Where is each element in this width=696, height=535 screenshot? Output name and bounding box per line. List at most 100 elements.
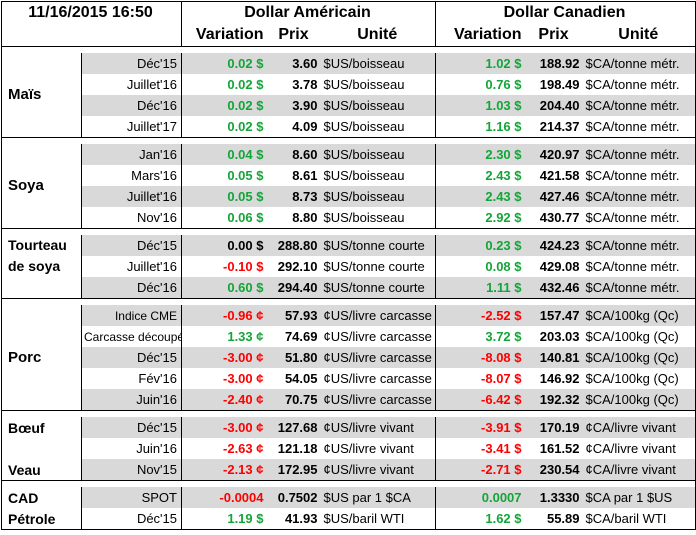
cad-price: 157.47 xyxy=(525,305,584,326)
cad-unit: ¢CA/livre vivant xyxy=(583,417,696,438)
cad-variation: -2.52 $ xyxy=(435,305,526,326)
category-label: Porc xyxy=(1,305,82,411)
usd-price-header: Prix xyxy=(267,24,322,47)
usd-variation: -2.40 ¢ xyxy=(181,389,268,411)
category-label: Tourteau de soya xyxy=(1,235,82,299)
table-row: Juin'16 -2.63 ¢ 121.18 ¢US/livre vivant -3.4… xyxy=(1,438,696,459)
usd-variation-header: Variation xyxy=(181,24,268,47)
table-row: Fév'16 -3.00 ¢ 54.05 ¢US/livre carcasse -8.0… xyxy=(2,368,696,389)
cad-variation: 3.72 $ xyxy=(485,328,522,344)
cad-variation: -6.42 $ xyxy=(435,389,526,411)
table-row: Déc'16 0.60 $294.40 $US/tonne courte 1.11 $… xyxy=(2,277,696,299)
cad-unit: $CA par 1 $US xyxy=(583,487,696,508)
period-cell: Déc'15 xyxy=(81,508,182,530)
cad-unit: $CA/100kg (Qc) xyxy=(585,370,679,386)
table-row: Carcasse découpée 1.33 ¢ 74.69 ¢US/livre ca… xyxy=(2,326,696,347)
cad-variation: -8.07 $ xyxy=(481,370,522,386)
usd-variation: -3.00 ¢ xyxy=(181,347,268,368)
usd-unit: $US/tonne courte xyxy=(321,277,437,299)
usd-price: 121.18 xyxy=(277,440,318,456)
usd-price: 8.80 xyxy=(292,209,318,225)
table-row: Juillet'16 0.02 $ 3.78 $US/boisseau 0.76 $ 19… xyxy=(2,74,696,95)
period-cell: Mars'16 xyxy=(81,165,182,186)
usd-variation: -0.96 ¢ xyxy=(181,305,268,326)
table-row: Juillet'16 0.05 $8.73 $US/boisseau 2.43 $42… xyxy=(2,186,696,207)
period-cell: Fév'16 xyxy=(81,368,182,389)
table-row: Déc'16 0.02 $3.90 $US/boisseau 1.03 $204.40… xyxy=(2,95,696,116)
usd-variation: -3.00 ¢ xyxy=(223,370,264,386)
usd-variation: 1.19 $ xyxy=(227,510,264,526)
usd-price: 51.80 xyxy=(267,347,322,368)
cad-variation: 1.02 $ xyxy=(435,53,526,74)
period-cell: Déc'15 xyxy=(81,235,182,256)
usd-price: 3.78 xyxy=(292,76,318,92)
section-separator xyxy=(1,46,696,53)
cad-price: 427.46 xyxy=(525,186,584,207)
cad-variation: 2.30 $ xyxy=(435,144,526,165)
cad-price: 140.81 xyxy=(525,347,584,368)
category-label-empty xyxy=(1,438,82,459)
cad-price: 146.92 xyxy=(539,370,580,386)
usd-variation: 0.00 $ xyxy=(181,235,268,256)
cad-price: 192.32 xyxy=(525,389,584,411)
table-row: Juin'16 -2.40 ¢ 70.75 ¢US/livre carcasse -6.… xyxy=(2,389,696,411)
cad-price: 1.3330 xyxy=(525,487,584,508)
cad-variation: -2.71 $ xyxy=(435,459,526,481)
cad-price: 188.92 xyxy=(525,53,584,74)
section-separator xyxy=(1,298,696,305)
cad-variation: 2.43 $ xyxy=(485,167,522,183)
period-cell: Carcasse découpée xyxy=(81,326,182,347)
usd-price: 172.95 xyxy=(267,459,322,481)
category-label-veau: Veau xyxy=(1,459,82,481)
cad-unit: $CA/tonne métr. xyxy=(583,277,696,299)
cad-unit: $CA/tonne métr. xyxy=(583,235,696,256)
usd-price: 54.05 xyxy=(284,370,318,386)
cad-price: 430.77 xyxy=(539,209,580,225)
usd-unit: $US par 1 $CA xyxy=(321,487,437,508)
usd-unit: ¢US/livre carcasse xyxy=(321,305,437,326)
cad-variation: 0.23 $ xyxy=(435,235,526,256)
cad-price: 424.23 xyxy=(525,235,584,256)
usd-variation: 0.02 $ xyxy=(181,53,268,74)
period-cell: Juillet'16 xyxy=(81,256,182,277)
cad-unit: ¢CA/livre vivant xyxy=(583,459,696,481)
usd-unit: $US/boisseau xyxy=(321,95,437,116)
cad-unit-header: Unité xyxy=(583,24,696,47)
cad-unit: $CA/tonne métr. xyxy=(583,53,696,74)
period-cell: Jan'16 xyxy=(81,144,182,165)
cad-unit: $CA/100kg (Qc) xyxy=(583,305,696,326)
cad-variation: 2.92 $ xyxy=(485,209,522,225)
cad-variation: -8.08 $ xyxy=(435,347,526,368)
cad-unit: $CA/tonne métr. xyxy=(583,186,696,207)
cad-unit: $CA/tonne métr. xyxy=(585,76,680,92)
period-cell: Déc'16 xyxy=(81,95,182,116)
usd-price: 292.10 xyxy=(277,258,318,274)
section-separator xyxy=(1,480,696,487)
usd-price: 57.93 xyxy=(267,305,322,326)
section-separator xyxy=(1,228,696,235)
cad-variation: 1.03 $ xyxy=(435,95,526,116)
usd-unit: $US/boisseau xyxy=(321,165,437,186)
usd-unit: $US/boisseau xyxy=(321,207,437,229)
period-cell: Juin'16 xyxy=(81,389,182,411)
usd-price: 41.93 xyxy=(284,510,318,526)
cad-unit: $CA/tonne métr. xyxy=(585,167,680,183)
cad-unit: $CA/tonne métr. xyxy=(583,144,696,165)
usd-variation: 0.06 $ xyxy=(227,209,264,225)
table-row: Porc Indice CME -0.96 ¢ 57.93 ¢US/livre carc… xyxy=(1,305,696,411)
table-row: Maïs Déc'15 0.02 $3.60 $US/boisseau 1.02 $18… xyxy=(1,53,696,138)
period-cell: Déc'15 xyxy=(81,347,182,368)
usd-unit-header: Unité xyxy=(321,24,437,47)
usd-variation: 0.02 $ xyxy=(227,118,264,134)
usd-variation: -3.00 ¢ xyxy=(181,417,268,438)
usd-unit: ¢US/livre carcasse xyxy=(321,368,437,389)
table-row: Veau Nov'15 -2.13 ¢ 172.95 ¢US/livre vivant -… xyxy=(1,459,696,481)
usd-price: 74.69 xyxy=(284,328,318,344)
period-cell: Juillet'16 xyxy=(81,186,182,207)
cad-variation: 2.43 $ xyxy=(435,186,526,207)
category-label-misc: Pétrole xyxy=(1,508,82,530)
cad-unit: $CA/100kg (Qc) xyxy=(583,347,696,368)
usd-variation: 0.02 $ xyxy=(181,95,268,116)
category-label-misc: CAD xyxy=(1,487,82,508)
usd-price: 8.60 xyxy=(267,144,322,165)
